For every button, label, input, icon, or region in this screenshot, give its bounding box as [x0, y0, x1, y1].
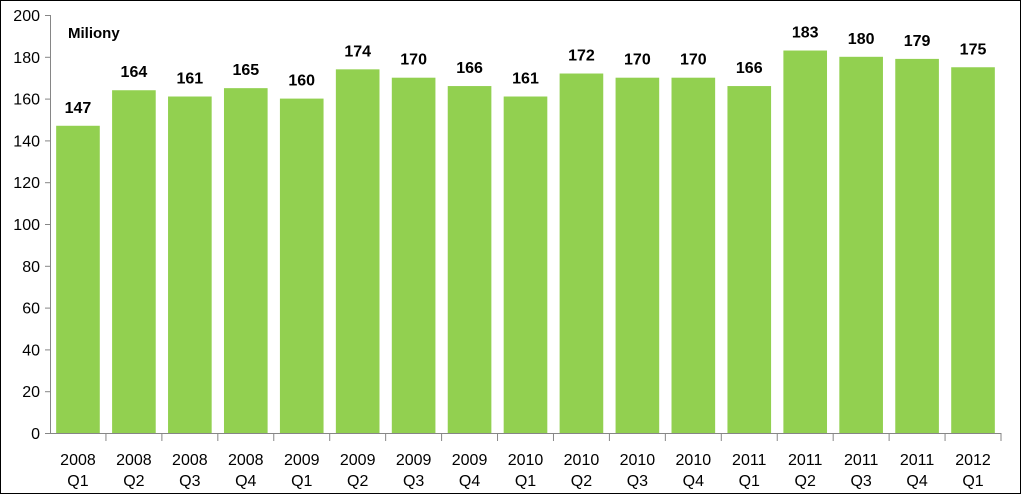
x-tick-label-quarter: Q4: [683, 473, 704, 490]
bar: [447, 86, 492, 433]
data-label: 166: [456, 60, 483, 77]
bar: [615, 77, 660, 433]
y-ticks-group: 0 20 40 60 80 100 120 140 160 180 200: [13, 8, 50, 443]
x-tick-label-quarter: Q2: [347, 473, 368, 490]
x-tick-label-quarter: Q2: [571, 473, 592, 490]
bar: [671, 77, 716, 433]
data-label: 160: [288, 73, 315, 90]
x-tick-label-year: 2010: [564, 452, 600, 469]
x-tick-label-year: 2011: [788, 452, 823, 469]
bar: [56, 125, 100, 434]
bar: [335, 69, 380, 433]
data-label: 172: [568, 48, 595, 65]
y-tick-label: 200: [13, 8, 40, 25]
y-tick-label: 80: [22, 259, 40, 276]
bar: [503, 96, 548, 433]
x-tick-label-year: 2011: [732, 452, 767, 469]
x-tick-label-quarter: Q1: [962, 473, 983, 490]
x-tick-label-year: 2012: [955, 452, 991, 469]
data-label: 175: [960, 41, 987, 58]
x-tick-label-quarter: Q3: [850, 473, 871, 490]
data-label: 161: [176, 71, 203, 88]
data-label: 180: [848, 31, 875, 48]
data-label: 179: [904, 33, 931, 50]
x-tick-label-year: 2011: [900, 452, 935, 469]
y-tick-label: 120: [13, 175, 40, 192]
data-labels-group: 147 164 161 165 160 174 170 166 161 172 170 170 166 1…: [65, 25, 987, 117]
x-tick-label-quarter: Q3: [403, 473, 424, 490]
x-tick-label-quarter: Q1: [67, 473, 88, 490]
x-tick-label-quarter: Q4: [235, 473, 256, 490]
x-tick-label-year: 2009: [284, 452, 320, 469]
x-tick-label-year: 2009: [340, 452, 376, 469]
bar: [895, 58, 939, 433]
bar: [279, 98, 324, 433]
y-tick-label: 160: [13, 92, 40, 109]
x-tick-label-year: 2010: [676, 452, 712, 469]
x-tick-label-year: 2011: [844, 452, 879, 469]
x-ticks-group: 2008 Q1 2008 Q2 2008 Q3 2008 Q4 2009 Q1 2009 Q2 2009…: [60, 433, 1002, 490]
data-label: 165: [232, 62, 259, 79]
x-tick-label-quarter: Q1: [515, 473, 536, 490]
data-label: 170: [624, 52, 651, 69]
y-tick-label: 0: [31, 426, 40, 443]
data-label: 164: [121, 64, 148, 81]
y-tick-label: 100: [13, 217, 40, 234]
x-tick-label-year: 2008: [60, 452, 96, 469]
unit-label: Miliony: [68, 25, 120, 42]
y-tick-label: 60: [22, 301, 40, 318]
data-label: 170: [680, 52, 707, 69]
x-tick-label-quarter: Q1: [739, 473, 760, 490]
x-tick-label-quarter: Q3: [627, 473, 648, 490]
x-tick-label-quarter: Q1: [291, 473, 312, 490]
x-tick-label-year: 2009: [452, 452, 488, 469]
y-tick-label: 140: [13, 133, 40, 150]
x-tick-label-year: 2009: [396, 452, 432, 469]
x-tick-label-quarter: Q2: [123, 473, 144, 490]
x-tick-label-quarter: Q4: [459, 473, 480, 490]
x-tick-label-quarter: Q2: [795, 473, 816, 490]
x-tick-label-year: 2008: [116, 452, 152, 469]
bar: [951, 67, 995, 433]
x-tick-label-quarter: Q4: [906, 473, 927, 490]
x-tick-label-year: 2010: [508, 452, 544, 469]
bar: [783, 50, 828, 433]
bars-group: [56, 50, 995, 434]
bar: [168, 96, 212, 433]
x-tick-label-year: 2010: [620, 452, 656, 469]
bar: [727, 86, 772, 433]
data-label: 174: [344, 43, 371, 60]
data-label: 166: [736, 60, 763, 77]
y-tick-label: 180: [13, 50, 40, 67]
y-tick-label: 20: [22, 384, 40, 401]
bar: [559, 73, 604, 434]
bar: [839, 56, 883, 434]
x-tick-label-year: 2008: [228, 452, 264, 469]
x-tick-label-year: 2008: [172, 452, 208, 469]
data-label: 183: [792, 25, 819, 42]
data-label: 147: [65, 100, 92, 117]
data-label: 170: [400, 52, 427, 69]
x-tick-label-quarter: Q3: [179, 473, 200, 490]
bar: [112, 90, 156, 434]
bar: [223, 88, 268, 434]
y-tick-label: 40: [22, 342, 40, 359]
data-label: 161: [512, 71, 539, 88]
bar: [391, 77, 436, 433]
